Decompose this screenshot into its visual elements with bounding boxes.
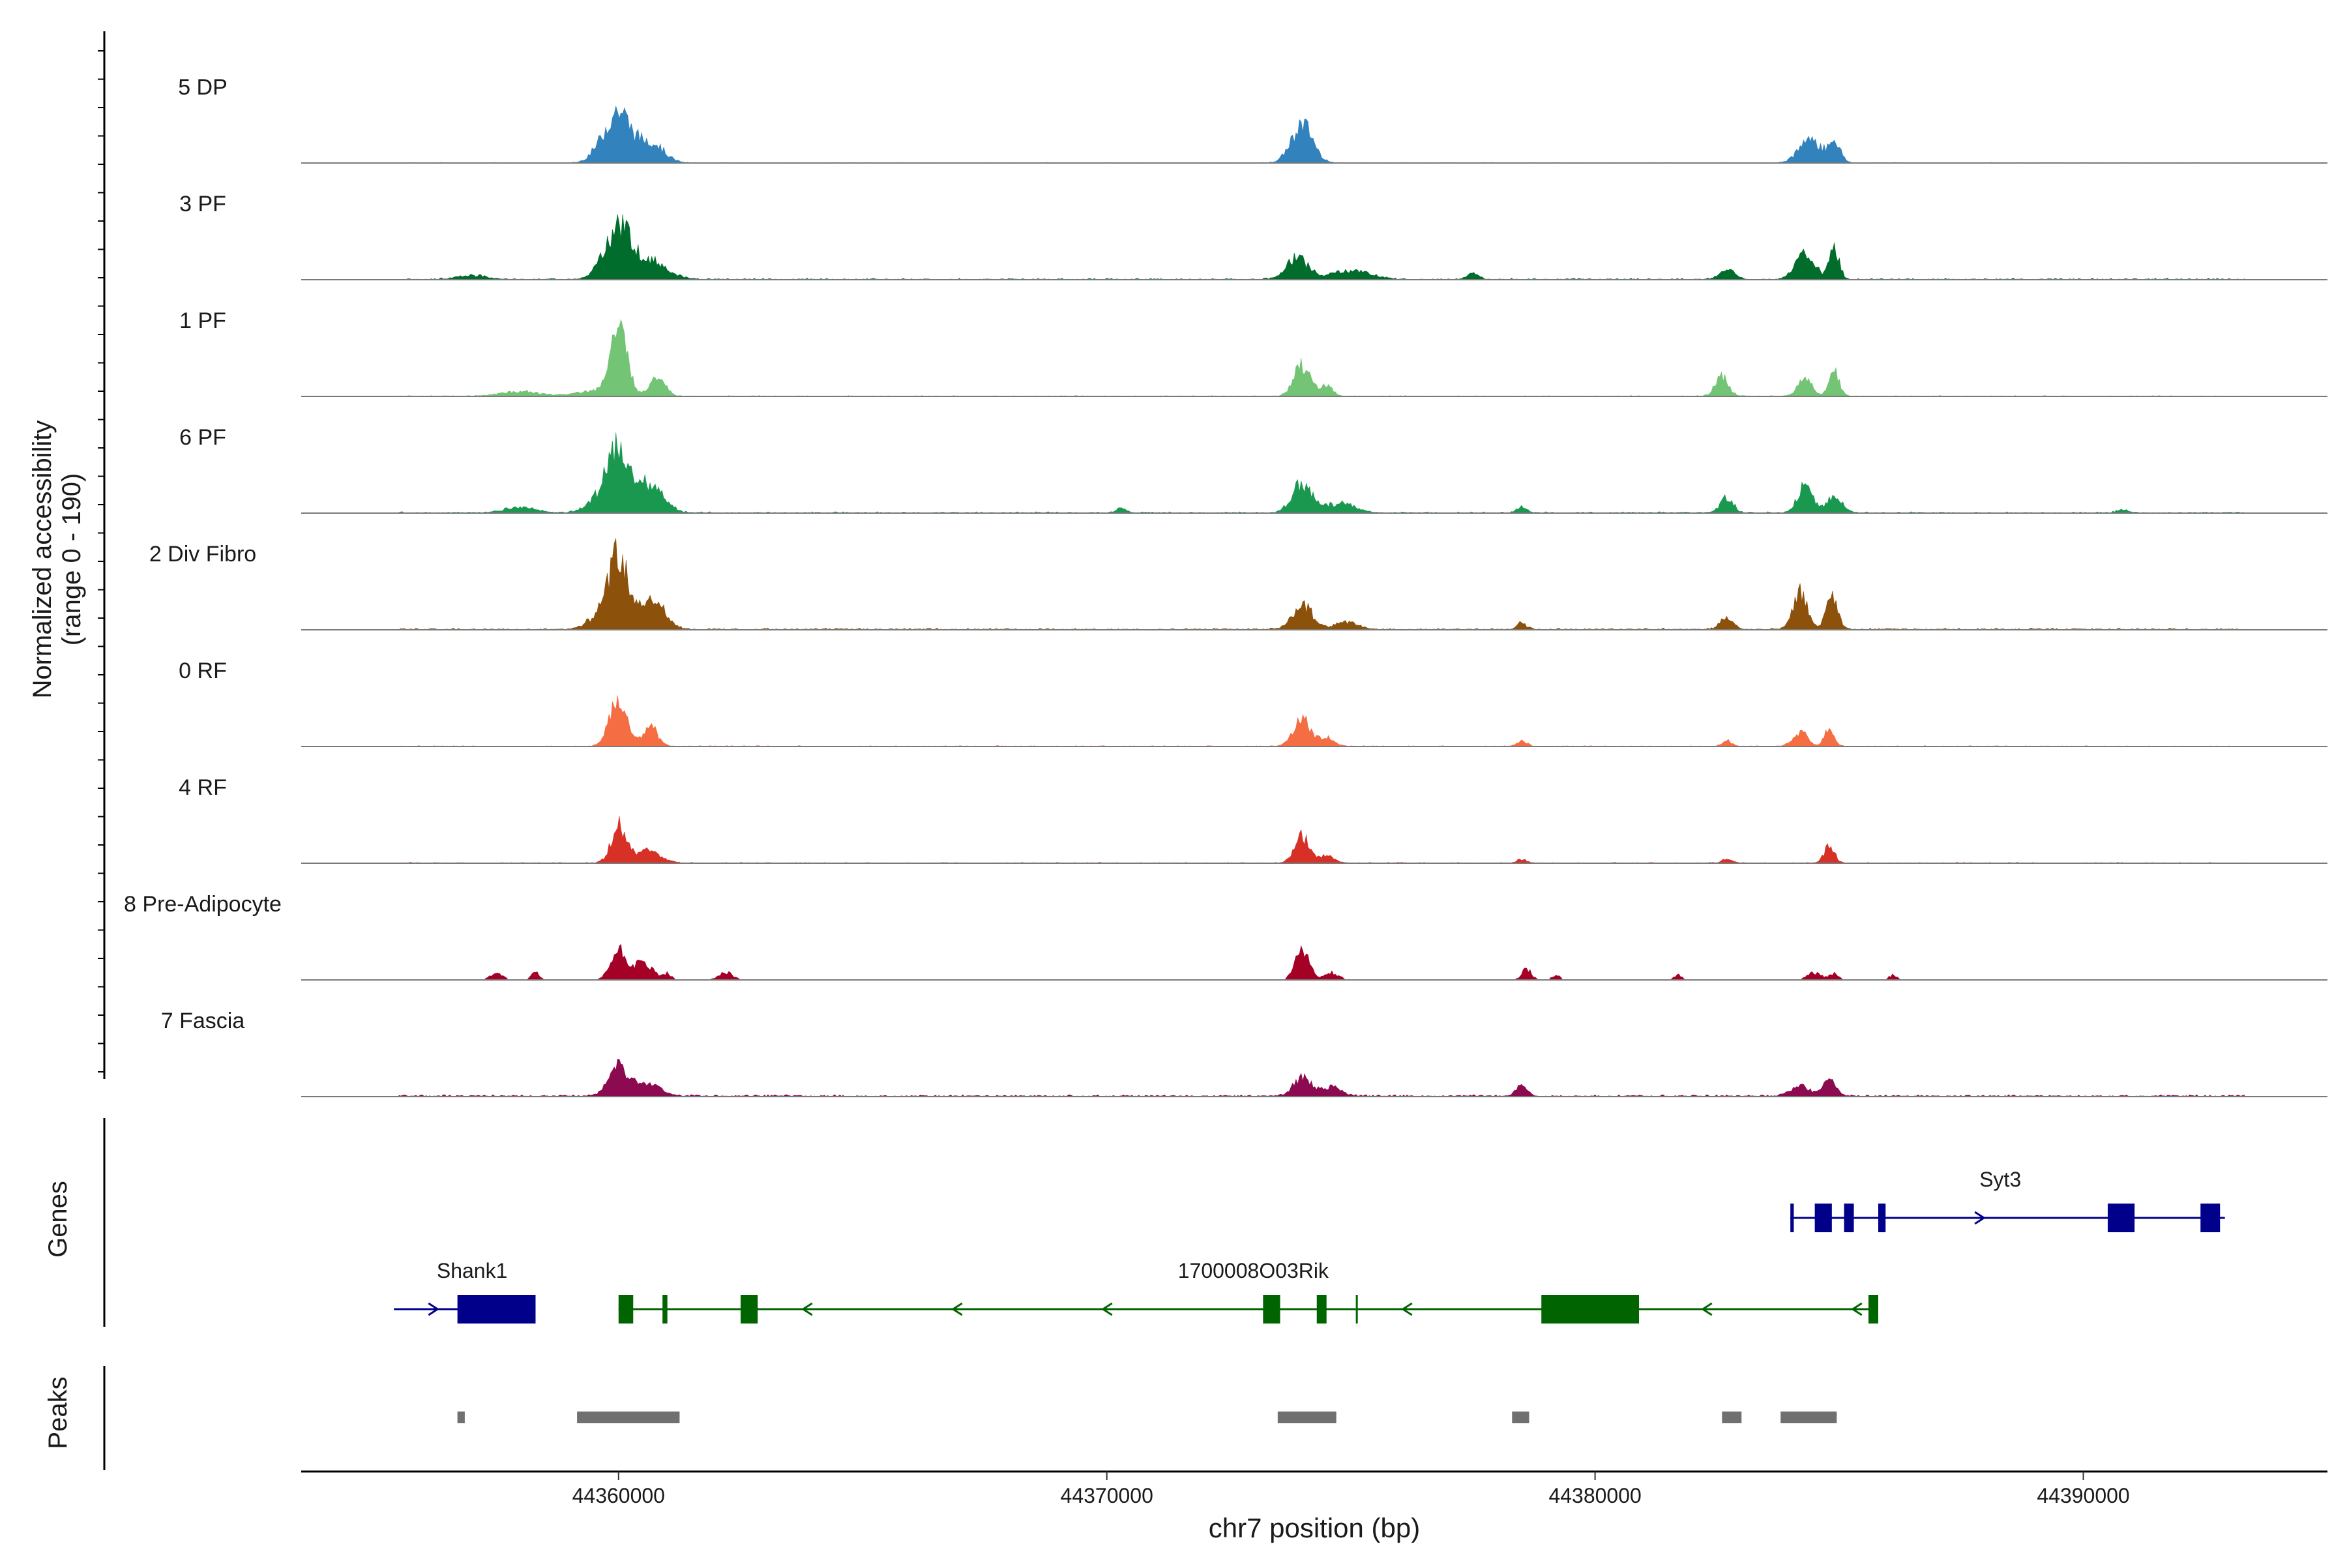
coverage-track-2: 1 PF <box>179 308 2327 397</box>
coverage-signal <box>398 695 2245 747</box>
coverage-track-1: 3 PF <box>179 192 2327 280</box>
gene-exon <box>1844 1204 1854 1232</box>
track-label: 7 Fascia <box>161 1009 245 1033</box>
coverage-tracks: 5 DP 3 PF 1 PF 6 PF 2 Div Fibro 0 RF 4 RF 8 Pre… <box>124 75 2327 1097</box>
gene-exon <box>1868 1295 1878 1324</box>
peak-track <box>457 1412 1837 1423</box>
coverage-signal <box>398 816 2245 864</box>
gene-exon <box>1790 1204 1794 1232</box>
coverage-signal <box>398 432 2245 514</box>
coverage-track-4: 2 Div Fibro <box>149 538 2327 630</box>
gene-label: Syt3 <box>1979 1168 2021 1191</box>
peak-interval <box>1722 1412 1742 1423</box>
peak-interval <box>1512 1412 1529 1423</box>
coverage-track-7: 8 Pre-Adipocyte <box>124 892 2327 981</box>
strand-arrow <box>1701 1302 1713 1316</box>
peaks-axis-label: Peaks <box>44 1376 72 1449</box>
strand-arrow <box>1851 1302 1863 1316</box>
strand-arrow <box>1974 1211 1986 1225</box>
gene-exon <box>618 1295 634 1324</box>
gene-exon <box>2200 1204 2221 1232</box>
gene-1700008O03Rik: 1700008O03Rik <box>618 1259 1878 1324</box>
gene-exon <box>1355 1295 1358 1324</box>
track-label: 8 Pre-Adipocyte <box>124 892 282 917</box>
coverage-signal <box>398 319 2245 397</box>
gene-exon <box>741 1295 758 1324</box>
gene-exon <box>457 1295 536 1324</box>
track-label: 6 PF <box>179 425 226 450</box>
track-label: 3 PF <box>179 192 226 216</box>
strand-arrow <box>1401 1302 1413 1316</box>
coverage-signal <box>398 106 2245 164</box>
x-axis-label: chr7 position (bp) <box>1209 1513 1421 1543</box>
gene-label: 1700008O03Rik <box>1178 1259 1329 1282</box>
coverage-signal <box>398 538 2245 630</box>
coverage-signal <box>398 214 2245 280</box>
peak-interval <box>457 1412 465 1423</box>
gene-label: Shank1 <box>437 1259 508 1282</box>
gene-exon <box>1814 1204 1832 1232</box>
strand-arrow <box>951 1302 963 1316</box>
track-label: 4 RF <box>179 775 227 800</box>
peak-interval <box>1780 1412 1837 1423</box>
peak-interval <box>1277 1412 1336 1423</box>
track-label: 5 DP <box>178 75 228 100</box>
strand-arrow <box>428 1302 440 1316</box>
strand-arrow <box>1101 1302 1113 1316</box>
track-label: 0 RF <box>179 658 227 683</box>
gene-exon <box>662 1295 668 1324</box>
coverage-signal <box>398 1059 2245 1097</box>
gene-exon <box>1316 1295 1327 1324</box>
x-tick-label: 44370000 <box>1061 1484 1153 1507</box>
coverage-range-label: (range 0 - 190) <box>57 473 86 646</box>
coverage-track-0: 5 DP <box>178 75 2327 164</box>
gene-Shank1: Shank1 <box>394 1259 536 1324</box>
x-tick-label: 44380000 <box>1548 1484 1641 1507</box>
coverage-y-axis-label: Normalized accessibility <box>28 421 57 699</box>
coverage-track-8: 7 Fascia <box>161 1009 2327 1097</box>
x-tick-label: 44390000 <box>2037 1484 2129 1507</box>
coverage-track-3: 6 PF <box>179 425 2327 514</box>
gene-track: Shank1 1700008O03Rik Syt3 <box>394 1168 2225 1324</box>
coverage-track-5: 0 RF <box>179 658 2327 747</box>
coverage-track-6: 4 RF <box>179 775 2327 864</box>
coverage-signal <box>398 943 2245 981</box>
track-label: 1 PF <box>179 308 226 333</box>
gene-exon <box>1263 1295 1280 1324</box>
gene-exon <box>1878 1204 1886 1232</box>
gene-exon <box>2107 1204 2135 1232</box>
gene-exon <box>1541 1295 1640 1324</box>
axes: Normalized accessibility (range 0 - 190)… <box>28 31 2327 1543</box>
track-label: 2 Div Fibro <box>149 542 256 567</box>
gene-Syt3: Syt3 <box>1790 1168 2225 1232</box>
peak-interval <box>577 1412 680 1423</box>
strand-arrow <box>801 1302 813 1316</box>
genes-axis-label: Genes <box>44 1181 72 1258</box>
x-tick-label: 44360000 <box>572 1484 665 1507</box>
